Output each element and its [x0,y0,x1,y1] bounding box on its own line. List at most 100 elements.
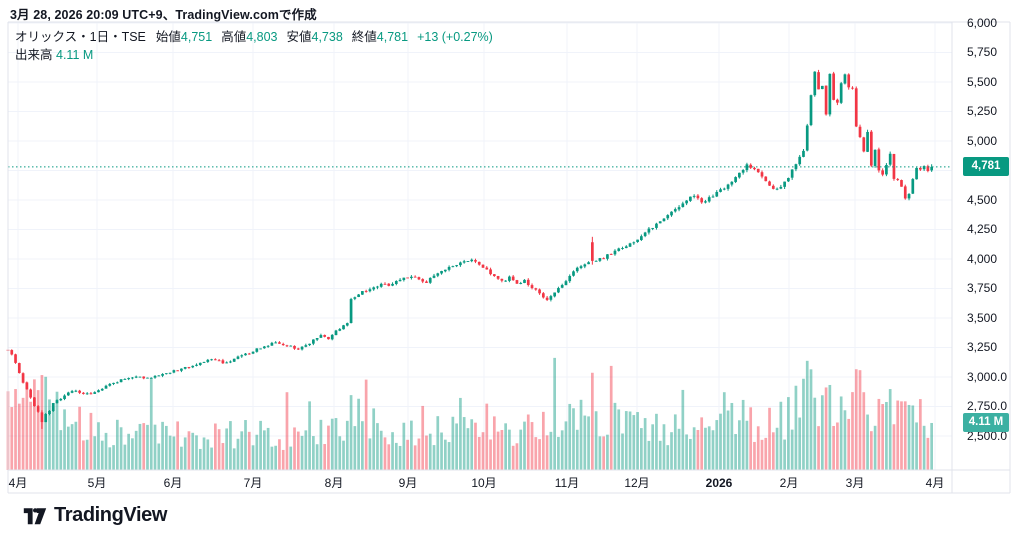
price-tick-label: 5,500 [967,74,998,89]
volume-bar [334,418,338,470]
volume-bar [142,423,146,470]
volume-bar [719,413,722,470]
volume-bar [541,411,545,470]
candle-body [240,355,244,357]
candle-body [421,279,425,282]
volume-bar [485,403,489,470]
candle-body [632,242,636,244]
volume-bar [33,379,36,470]
candle-body [300,346,304,350]
volume-bar [413,445,417,470]
volume-bar [195,435,198,470]
volume-bar [138,423,142,470]
candle-body [74,390,78,392]
open-label: 始値 [155,30,181,44]
volume-bar [798,417,802,470]
candle-body [447,266,451,270]
time-tick-label: 9月 [398,476,418,490]
candle-body [647,228,651,233]
candle-body [100,388,104,391]
candle-body [202,361,206,363]
volume-bar [134,430,138,470]
volume-bar [885,401,888,470]
candle-body [402,277,406,281]
volume-bar [575,429,579,470]
candle-body [628,243,632,247]
candle-body [768,181,771,186]
volume-bar [168,435,172,470]
candle-body [617,248,621,251]
candle-body [391,283,394,286]
candle-body [66,392,70,396]
volume-bar [432,445,436,470]
volume-bar [244,420,247,470]
volume-bar [877,398,881,470]
volume-bar [749,407,753,470]
volume-bar [44,376,48,470]
volume-bar [568,403,572,470]
candle-body [828,73,832,115]
candle-body [289,345,293,347]
time-tick-label: 10月 [471,476,497,490]
volume-bar [492,416,496,470]
volume-bar [323,444,327,470]
candle-body [692,195,696,197]
candle-body [609,253,613,255]
volume-bar [421,405,425,470]
high-value: 4,803 [246,30,278,44]
candle-body [198,362,202,365]
price-tick-label: 6,000 [967,15,998,30]
volume-bar [662,424,666,470]
candle-body [771,185,775,189]
candle-body [526,279,530,286]
candle-body [296,348,300,350]
volume-bar [711,430,715,470]
time-tick-label: 11月 [554,476,580,490]
candle-body [387,283,391,286]
volume-bar [869,431,873,470]
volume-bar [406,439,409,470]
candle-body [534,288,538,290]
volume-bar [187,431,191,470]
volume-bar [304,430,308,470]
candle-body [304,345,308,347]
volume-bar [704,427,707,470]
volume-bar [345,420,349,470]
candle-body [17,363,21,374]
volume-bar [730,402,734,470]
candle-body [869,131,873,166]
candle-body [508,276,511,281]
candle-body [651,227,655,229]
volume-bar [455,423,458,470]
volume-bar [357,398,360,470]
volume-bar [466,428,470,470]
volume-bar [251,445,255,470]
candle-body [157,375,161,377]
volume-bar [17,403,21,470]
low-value: 4,738 [311,30,343,44]
candle-body [127,378,130,380]
candle-body [854,88,858,127]
candle-body [670,211,673,216]
candle-body [549,296,553,300]
time-tick-label: 3月 [845,476,865,490]
candle-body [658,221,662,224]
volume-bar [36,390,40,470]
volume-bar [888,389,892,470]
legend: オリックス・1日・TSE 始値4,751 高値4,803 安値4,738 終値4,781… [15,29,493,64]
candle-body [496,276,500,279]
volume-bar [873,425,877,470]
volume-bar [127,433,130,470]
volume-bar [180,446,183,470]
candle-body [749,164,753,168]
volume-bar [161,421,164,470]
volume-bar [621,433,624,470]
candle-body [247,353,251,355]
price-tick-label: 3,750 [967,281,998,295]
volume-bar [119,427,123,470]
candle-body [613,250,617,255]
price-tick-label: 4,250 [967,222,998,236]
volume-bar [685,434,688,470]
candle-body [364,290,368,292]
